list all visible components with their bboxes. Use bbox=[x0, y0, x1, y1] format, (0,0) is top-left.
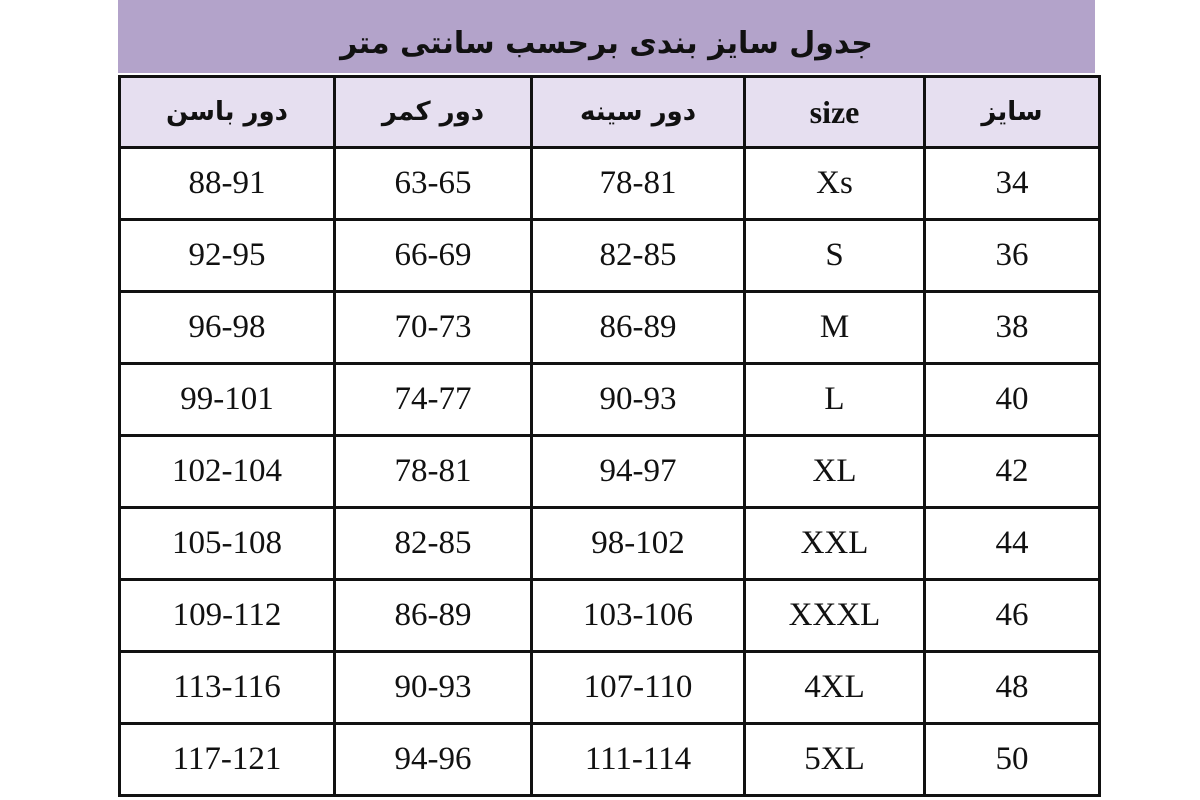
size-letter-cell: S bbox=[743, 218, 926, 293]
size-number-cell: 44 bbox=[923, 506, 1101, 581]
chest-cell: 94-97 bbox=[530, 434, 746, 509]
waist-cell: 70-73 bbox=[333, 290, 533, 365]
header-row: دور باسن دور کمر دور سینه size سایز bbox=[118, 75, 1101, 149]
size-number-cell: 40 bbox=[923, 362, 1101, 437]
hip-cell: 102-104 bbox=[118, 434, 336, 509]
size-number-cell: 46 bbox=[923, 578, 1101, 653]
hip-cell: 92-95 bbox=[118, 218, 336, 293]
chest-cell: 111-114 bbox=[530, 722, 746, 797]
chest-cell: 90-93 bbox=[530, 362, 746, 437]
hip-cell: 105-108 bbox=[118, 506, 336, 581]
size-letter-cell: 5XL bbox=[743, 722, 926, 797]
table-row: 92-95 66-69 82-85 S 36 bbox=[118, 218, 1101, 293]
size-letter-cell: 4XL bbox=[743, 650, 926, 725]
chest-cell: 78-81 bbox=[530, 146, 746, 221]
waist-cell: 63-65 bbox=[333, 146, 533, 221]
table-row: 99-101 74-77 90-93 L 40 bbox=[118, 362, 1101, 437]
table-row: 96-98 70-73 86-89 M 38 bbox=[118, 290, 1101, 365]
waist-cell: 82-85 bbox=[333, 506, 533, 581]
hip-cell: 96-98 bbox=[118, 290, 336, 365]
waist-cell: 74-77 bbox=[333, 362, 533, 437]
table-row: 88-91 63-65 78-81 Xs 34 bbox=[118, 146, 1101, 221]
page-title: جدول سایز بندی برحسب سانتی متر bbox=[340, 26, 873, 61]
hip-cell: 88-91 bbox=[118, 146, 336, 221]
header-hip: دور باسن bbox=[118, 75, 336, 149]
waist-cell: 66-69 bbox=[333, 218, 533, 293]
waist-cell: 78-81 bbox=[333, 434, 533, 509]
table-row: 109-112 86-89 103-106 XXXL 46 bbox=[118, 578, 1101, 653]
size-chart-table: دور باسن دور کمر دور سینه size سایز 88-9… bbox=[118, 75, 1101, 797]
size-number-cell: 50 bbox=[923, 722, 1101, 797]
size-letter-cell: M bbox=[743, 290, 926, 365]
size-letter-cell: XXXL bbox=[743, 578, 926, 653]
chest-cell: 103-106 bbox=[530, 578, 746, 653]
chest-cell: 82-85 bbox=[530, 218, 746, 293]
header-chest: دور سینه bbox=[530, 75, 746, 149]
hip-cell: 117-121 bbox=[118, 722, 336, 797]
size-letter-cell: XL bbox=[743, 434, 926, 509]
table-row: 117-121 94-96 111-114 5XL 50 bbox=[118, 722, 1101, 797]
size-letter-cell: Xs bbox=[743, 146, 926, 221]
size-number-cell: 42 bbox=[923, 434, 1101, 509]
table-row: 113-116 90-93 107-110 4XL 48 bbox=[118, 650, 1101, 725]
size-letter-cell: L bbox=[743, 362, 926, 437]
size-number-cell: 48 bbox=[923, 650, 1101, 725]
hip-cell: 99-101 bbox=[118, 362, 336, 437]
size-number-cell: 34 bbox=[923, 146, 1101, 221]
title-band: جدول سایز بندی برحسب سانتی متر bbox=[118, 0, 1095, 73]
waist-cell: 90-93 bbox=[333, 650, 533, 725]
waist-cell: 94-96 bbox=[333, 722, 533, 797]
header-waist: دور کمر bbox=[333, 75, 533, 149]
chest-cell: 98-102 bbox=[530, 506, 746, 581]
header-size-number: سایز bbox=[923, 75, 1101, 149]
size-number-cell: 38 bbox=[923, 290, 1101, 365]
hip-cell: 113-116 bbox=[118, 650, 336, 725]
size-number-cell: 36 bbox=[923, 218, 1101, 293]
size-letter-cell: XXL bbox=[743, 506, 926, 581]
table-row: 102-104 78-81 94-97 XL 42 bbox=[118, 434, 1101, 509]
chest-cell: 86-89 bbox=[530, 290, 746, 365]
table-row: 105-108 82-85 98-102 XXL 44 bbox=[118, 506, 1101, 581]
header-size-letter: size bbox=[743, 75, 926, 149]
hip-cell: 109-112 bbox=[118, 578, 336, 653]
chest-cell: 107-110 bbox=[530, 650, 746, 725]
waist-cell: 86-89 bbox=[333, 578, 533, 653]
